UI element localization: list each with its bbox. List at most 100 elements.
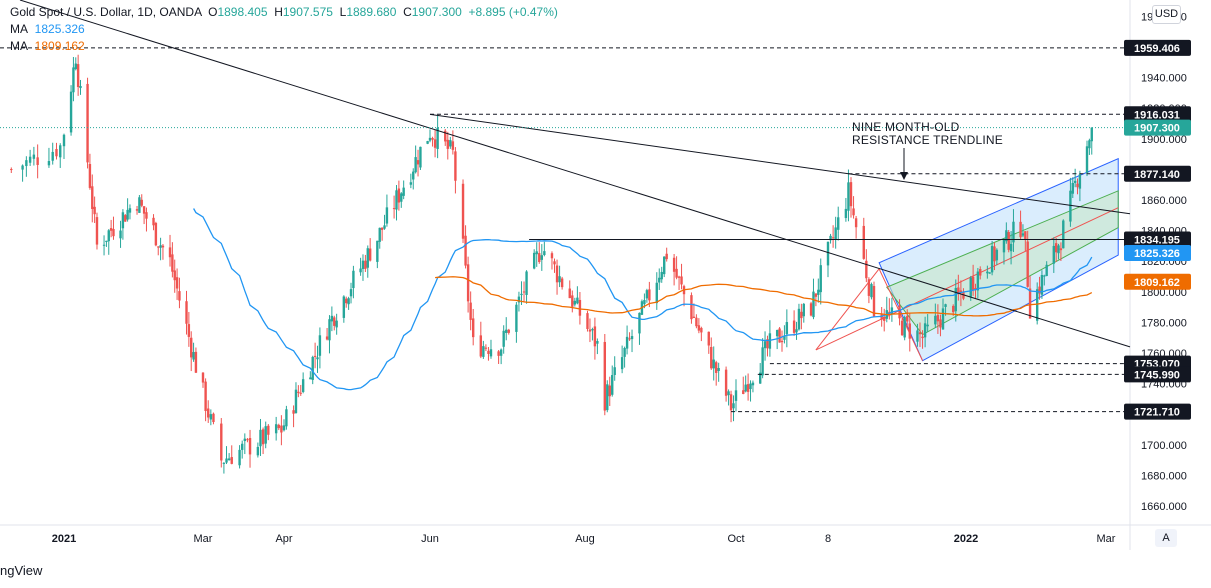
- candle-body: [145, 212, 148, 219]
- level-label-text: 1834.195: [1134, 234, 1180, 246]
- candle-body: [717, 368, 720, 371]
- candle-body: [342, 296, 346, 318]
- green-channel: [885, 190, 1119, 336]
- candle-body: [222, 462, 226, 464]
- candle-body: [497, 351, 500, 356]
- x-tick-label: 8: [825, 533, 831, 545]
- candle-body: [792, 320, 796, 333]
- candle-body: [934, 315, 937, 325]
- candle-body: [479, 335, 483, 357]
- candle-body: [414, 157, 417, 173]
- candle-body: [140, 199, 143, 206]
- y-tick-label: 1860.000: [1141, 195, 1187, 207]
- candle-body: [847, 182, 850, 211]
- candle-body: [1076, 183, 1079, 188]
- candle-body: [209, 414, 213, 420]
- candle-body: [366, 248, 369, 268]
- annotation-line-1: NINE MONTH-OLD: [852, 120, 960, 134]
- candle-body: [700, 327, 703, 333]
- candle-body: [36, 157, 39, 165]
- x-tick-label: Apr: [275, 533, 292, 545]
- y-tick-label: 1680.000: [1141, 470, 1187, 482]
- candle-body: [28, 156, 32, 163]
- candle-body: [175, 277, 179, 289]
- candle-body: [79, 86, 82, 89]
- candle-body: [138, 197, 141, 213]
- candle-body: [487, 350, 490, 354]
- auto-scale-button[interactable]: A: [1155, 529, 1177, 547]
- candle-body: [1062, 220, 1065, 249]
- candle-body: [433, 139, 437, 148]
- candle-body: [51, 151, 54, 161]
- candle-body: [695, 317, 698, 327]
- candle-body: [890, 307, 894, 315]
- candle-body: [515, 304, 518, 332]
- candle-body: [971, 276, 975, 291]
- candle-body: [412, 171, 415, 180]
- candle-body: [1021, 233, 1025, 236]
- candle-body: [267, 425, 270, 435]
- trendline-annotation: NINE MONTH-OLD RESISTANCE TRENDLINE: [852, 121, 1003, 147]
- candle-body: [347, 298, 350, 305]
- candle-body: [596, 341, 599, 344]
- candle-body: [593, 326, 597, 347]
- ma-label-text: 1809.162: [1134, 277, 1180, 289]
- candle-body: [522, 291, 526, 293]
- candle-body: [819, 265, 822, 293]
- candle-body: [274, 424, 278, 434]
- candle-body: [1078, 174, 1082, 189]
- candle-body: [227, 458, 231, 461]
- candle-body: [152, 217, 155, 226]
- candle-body: [766, 339, 769, 349]
- candle-body: [1088, 140, 1091, 149]
- candle-body: [25, 160, 28, 167]
- candle-body: [785, 322, 789, 335]
- legend-close: 1907.300: [411, 5, 462, 19]
- candle-body: [292, 410, 295, 414]
- candle-body: [335, 320, 338, 328]
- level-label-box: [1124, 39, 1191, 56]
- candle-body: [72, 67, 75, 93]
- candle-body: [638, 312, 641, 334]
- annotation-line-2: RESISTANCE TRENDLINE: [852, 133, 1003, 147]
- candle-body: [751, 382, 755, 386]
- candle-body: [831, 237, 835, 239]
- candle-body: [655, 282, 658, 304]
- candle-body: [502, 330, 505, 347]
- candle-body: [727, 391, 730, 396]
- legend-ma1-row[interactable]: MA 1825.326: [10, 21, 558, 38]
- candle-body: [697, 325, 701, 331]
- candle-body: [759, 372, 762, 384]
- candle-body: [311, 356, 314, 380]
- legend-change: +8.895 (+0.47%): [468, 5, 558, 19]
- candle-body: [55, 148, 58, 157]
- candle-body: [309, 377, 312, 380]
- candle-body: [775, 330, 779, 337]
- candle-body: [809, 303, 813, 316]
- legend-high: 1907.575: [282, 5, 333, 19]
- candle-body: [918, 332, 922, 335]
- legend-ma2-row[interactable]: MA 1809.162: [10, 38, 558, 55]
- candle-body: [444, 130, 447, 142]
- candle-body: [849, 182, 853, 207]
- candle-body: [742, 390, 745, 395]
- x-tick-label: Mar: [1097, 533, 1116, 545]
- pitchfork-base: [878, 268, 924, 361]
- candle-body: [91, 186, 94, 210]
- annotation-arrow-head: [900, 172, 908, 180]
- candle-body: [692, 316, 696, 318]
- candle-body: [190, 337, 193, 358]
- candle-body: [256, 446, 260, 456]
- candle-body: [603, 341, 607, 411]
- candle-body: [128, 208, 132, 213]
- candle-body: [898, 305, 901, 319]
- candle-body: [680, 276, 683, 285]
- candle-body: [1009, 243, 1013, 252]
- level-label-text: 1745.990: [1134, 369, 1180, 381]
- x-tick-label: Jun: [421, 533, 439, 545]
- currency-badge[interactable]: USD: [1152, 5, 1181, 24]
- candle-body: [238, 449, 241, 466]
- candle-body: [611, 375, 614, 395]
